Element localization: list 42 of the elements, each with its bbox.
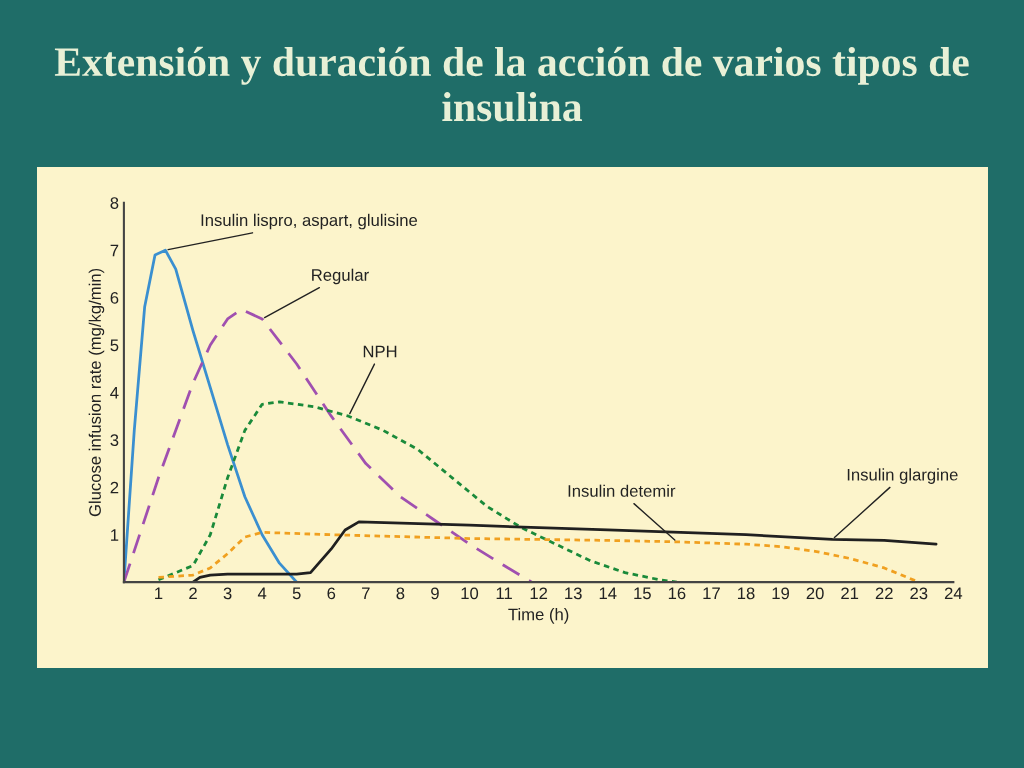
x-tick-label: 22 (875, 587, 893, 600)
x-tick-label: 10 (461, 587, 479, 600)
x-tick-label: 14 (599, 587, 617, 600)
x-tick-label: 11 (496, 587, 512, 600)
x-tick-label: 5 (292, 587, 301, 600)
x-tick-label: 1 (155, 587, 163, 600)
y-tick-label: 4 (110, 387, 119, 399)
x-tick-label: 20 (806, 587, 824, 600)
x-tick-label: 16 (668, 587, 686, 600)
chart-title: Extensión y duración de la acción de varios tipos de insulina (54, 46, 969, 122)
text: NPH (363, 345, 397, 358)
line-series (123, 308, 534, 583)
y-tick-label: 5 (110, 339, 119, 352)
x-tick-label: 24 (944, 587, 963, 600)
x-tick-label: 12 (530, 587, 548, 600)
text: Regular (312, 268, 369, 285)
x-tick-label: 4 (257, 587, 267, 600)
text: Insulin glargine (847, 468, 958, 484)
x-tick-label: 7 (362, 587, 370, 600)
x-tick-label: 23 (910, 587, 928, 600)
y-tick-label: 2 (110, 481, 119, 494)
x-tick-label: 13 (565, 587, 582, 600)
y-tick-label: 8 (110, 197, 119, 209)
x-tick-label: 17 (703, 587, 720, 600)
line-series (123, 248, 299, 583)
y-tick-label: 3 (110, 434, 119, 447)
x-tick-label: 19 (772, 587, 790, 600)
x-tick-label: 8 (396, 587, 405, 600)
y-tick-label: 6 (110, 292, 119, 304)
x-axis-title: Time (h) (508, 608, 569, 624)
x-tick-label: 9 (431, 587, 439, 600)
y-tick-label: 7 (110, 244, 119, 257)
x-tick-label: 18 (737, 587, 755, 600)
x-tick-label: 2 (189, 587, 197, 600)
x-tick-label: 21 (841, 587, 859, 600)
text: Insulin lispro, aspart, glulisine (201, 213, 418, 230)
text: Insulin detemir (568, 484, 676, 497)
y-axis-title: Glucose infusion rate (mg/kg/min) (88, 268, 105, 517)
x-tick-label: 6 (327, 587, 336, 600)
y-tick-label: 1 (111, 529, 119, 541)
x-tick-label: 15 (634, 587, 651, 600)
x-tick-label: 3 (223, 587, 232, 600)
